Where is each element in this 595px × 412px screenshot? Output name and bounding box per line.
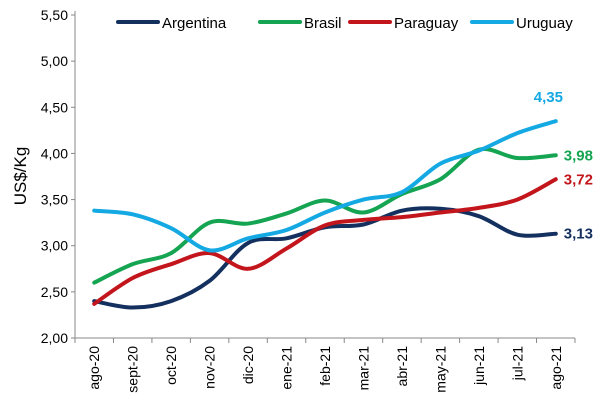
legend-label-brasil: Brasil xyxy=(304,15,342,32)
y-tick-label: 5,00 xyxy=(41,53,68,69)
y-tick-label: 5,50 xyxy=(41,7,68,23)
end-labels: 3,13 3,98 3,72 4,35 xyxy=(534,89,593,243)
series-line-brasil xyxy=(92,147,558,285)
end-label-brasil: 3,98 xyxy=(564,147,593,164)
end-label-paraguay: 3,72 xyxy=(564,171,593,188)
y-axis-label: US$/Kg xyxy=(11,147,30,206)
series-line-paraguay xyxy=(92,177,558,306)
x-tick-label: jun-21 xyxy=(471,346,487,386)
end-label-uruguay: 4,35 xyxy=(534,89,563,106)
y-tick-label: 4,00 xyxy=(41,145,68,161)
legend-label-paraguay: Paraguay xyxy=(394,15,459,32)
y-tick-label: 3,50 xyxy=(41,192,68,208)
x-tick-label: ago-21 xyxy=(548,346,564,390)
x-tick-label: dic-20 xyxy=(240,346,256,384)
x-tick-label: ene-21 xyxy=(279,346,295,390)
y-tick-label: 2,00 xyxy=(41,330,68,346)
x-tick-label: jul-21 xyxy=(509,346,525,381)
x-tick-label: may-21 xyxy=(432,346,448,393)
legend-label-argentina: Argentina xyxy=(162,15,227,32)
x-tick-label: feb-21 xyxy=(317,346,333,386)
axes: 2,00 2,50 3,00 3,50 4,00 4,50 5,00 5,50 ago-20 se… xyxy=(41,7,576,393)
legend-label-uruguay: Uruguay xyxy=(516,15,573,32)
legend: Argentina Brasil Paraguay Uruguay xyxy=(116,15,573,32)
x-tick-label: mar-21 xyxy=(355,346,371,391)
series-layer xyxy=(92,119,558,310)
y-tick-label: 3,00 xyxy=(41,238,68,254)
end-label-argentina: 3,13 xyxy=(564,226,593,243)
x-tick-label: ago-20 xyxy=(86,346,102,390)
series-line-uruguay xyxy=(92,119,558,253)
x-tick-label: nov-20 xyxy=(202,346,218,389)
y-tick-label: 2,50 xyxy=(41,284,68,300)
x-tick-label: abr-21 xyxy=(394,346,410,387)
x-tick-label: oct-20 xyxy=(163,346,179,385)
y-tick-label: 4,50 xyxy=(41,99,68,115)
x-tick-label: sept-20 xyxy=(125,346,141,393)
